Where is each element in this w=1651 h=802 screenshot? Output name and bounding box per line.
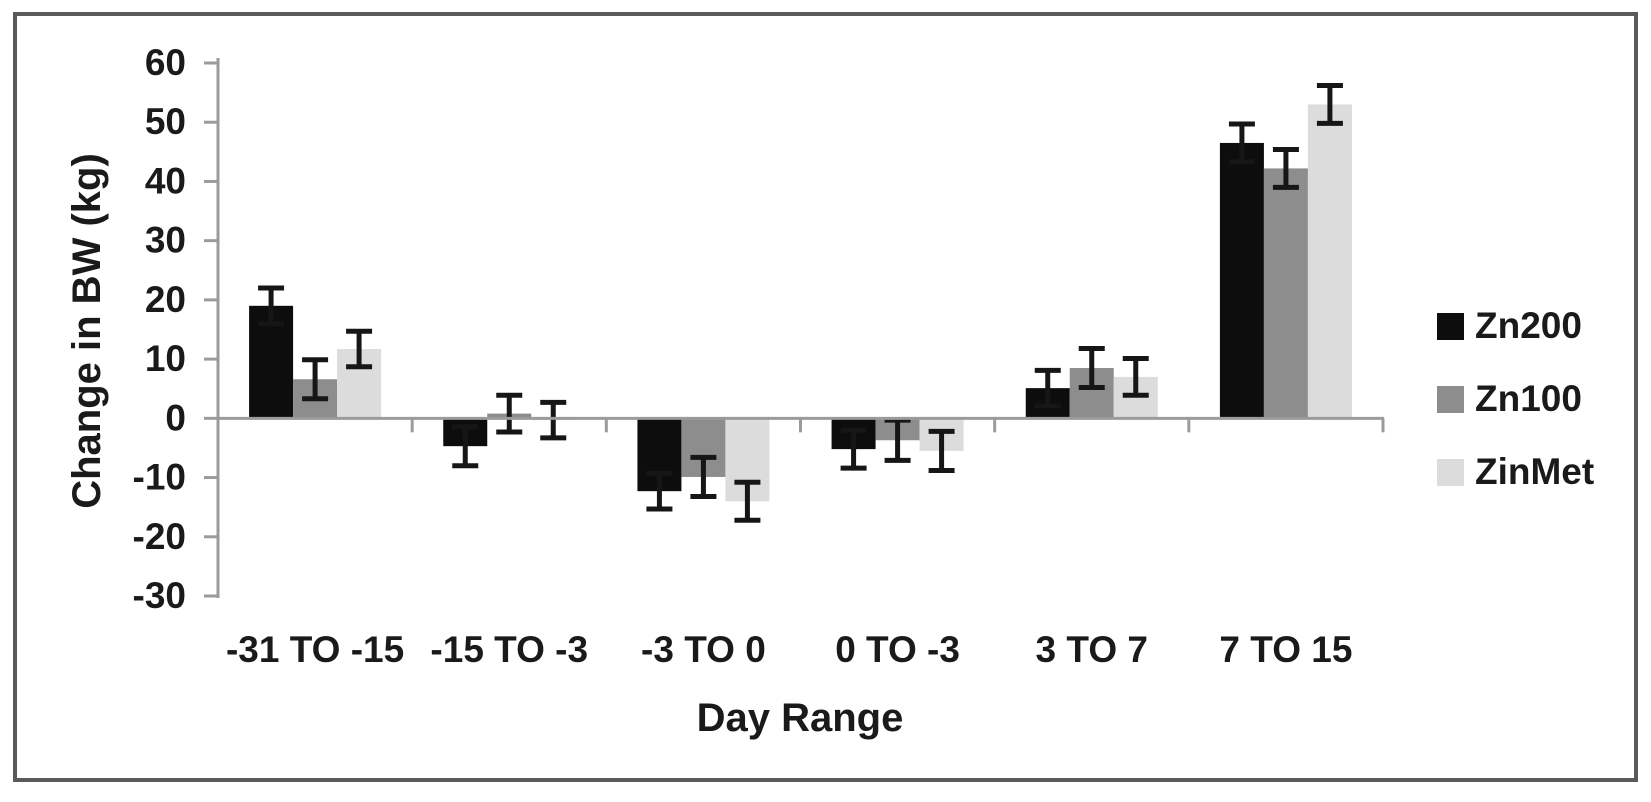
y-tick-label: 40 xyxy=(145,160,186,201)
legend-swatch-zn200 xyxy=(1437,312,1464,340)
bar-zinmet-5 xyxy=(1307,104,1352,419)
x-category-label: -3 TO 0 xyxy=(641,629,766,670)
y-tick-label: 50 xyxy=(145,101,186,142)
y-tick-label: -30 xyxy=(133,575,186,616)
legend-item-zinmet: ZinMet xyxy=(1437,451,1594,492)
legend-item-zn200: Zn200 xyxy=(1437,305,1594,346)
x-category-label: -15 TO -3 xyxy=(430,629,588,670)
y-tick-label: 30 xyxy=(145,220,186,261)
legend: Zn200 Zn100 ZinMet xyxy=(1437,305,1594,531)
y-tick-label: 20 xyxy=(145,279,186,320)
legend-label-zn100: Zn100 xyxy=(1475,378,1582,419)
legend-item-zn100: Zn100 xyxy=(1437,378,1594,419)
y-tick-label: -10 xyxy=(133,457,186,498)
x-category-label: -31 TO -15 xyxy=(226,629,404,670)
y-tick-label: 10 xyxy=(145,338,186,379)
x-category-label: 0 TO -3 xyxy=(835,629,960,670)
legend-swatch-zn100 xyxy=(1437,385,1464,413)
x-category-label: 7 TO 15 xyxy=(1219,629,1352,670)
bar-zn100-5 xyxy=(1263,168,1308,419)
y-tick-label: 60 xyxy=(145,42,186,83)
y-axis-title: Change in BW (kg) xyxy=(65,153,109,509)
y-tick-label: 0 xyxy=(165,397,186,438)
x-axis-title: Day Range xyxy=(696,696,904,740)
bar-zn200-5 xyxy=(1219,142,1264,419)
legend-label-zn200: Zn200 xyxy=(1475,305,1582,346)
x-category-label: 3 TO 7 xyxy=(1036,629,1148,670)
legend-swatch-zinmet xyxy=(1437,458,1464,486)
y-tick-label: -20 xyxy=(133,516,186,557)
legend-label-zinmet: ZinMet xyxy=(1475,451,1595,492)
